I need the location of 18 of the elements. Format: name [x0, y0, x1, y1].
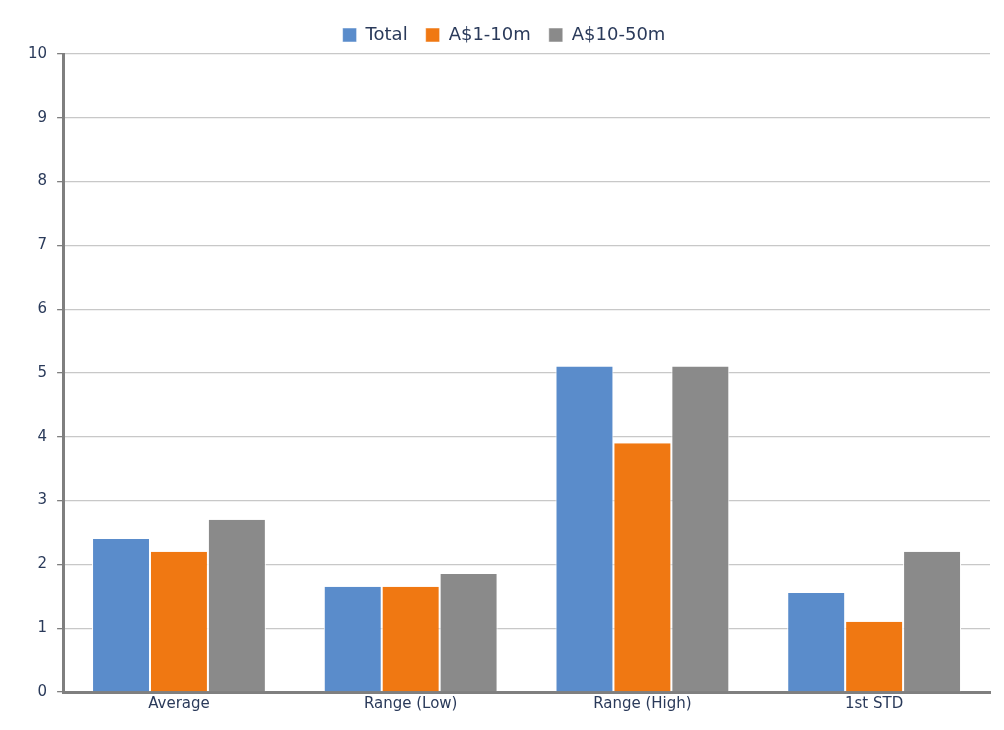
y-tick-label: 1: [37, 618, 48, 637]
x-tick-label: Range (High): [593, 693, 692, 712]
y-tick-label: 2: [37, 554, 48, 573]
y-tick-label: 6: [37, 299, 48, 318]
y-tick-label: 8: [37, 171, 48, 190]
x-tick-label: 1st STD: [845, 693, 904, 712]
y-tick-label: 7: [37, 235, 48, 254]
y-tick-label: 0: [37, 681, 48, 700]
legend-label: A$1-10m: [448, 22, 531, 44]
y-tick-label: 5: [37, 362, 48, 381]
y-tick-label: 9: [37, 107, 48, 126]
y-tick-label: 3: [37, 490, 48, 509]
x-tick-label: Average: [148, 693, 210, 712]
y-tick-label: 4: [37, 426, 48, 445]
x-tick-label: Range (Low): [363, 693, 458, 712]
legend-label: A$10-50m: [571, 22, 666, 44]
legend-label: Total: [364, 22, 408, 44]
y-tick-label: 10: [27, 43, 48, 62]
